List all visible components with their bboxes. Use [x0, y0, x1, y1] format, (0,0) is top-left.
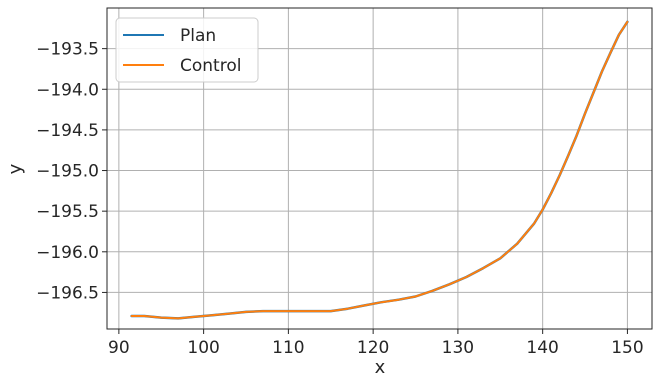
y-tick-label: −194.5 [36, 121, 99, 141]
y-tick-label: −195.0 [36, 162, 99, 182]
legend-label-plan: Plan [180, 26, 216, 46]
y-tick-label: −193.5 [36, 40, 99, 60]
y-tick-label: −195.5 [36, 202, 99, 222]
y-tick-label: −196.5 [36, 283, 99, 303]
x-axis-label: x [375, 357, 386, 377]
x-tick-label: 130 [442, 338, 474, 358]
plot-frame [106, 7, 653, 330]
x-tick-label: 90 [108, 338, 130, 358]
y-tick-label: −196.0 [36, 243, 99, 263]
series-line-control [130, 20, 629, 320]
legend-label-control: Control [180, 56, 241, 76]
x-axis: 90 100 110 120 130 140 150 [108, 329, 644, 358]
x-tick-label: 100 [187, 338, 219, 358]
legend: Plan Control [115, 17, 259, 83]
y-axis-label: y [5, 163, 26, 174]
x-tick-label: 140 [526, 338, 558, 358]
x-tick-label: 150 [611, 338, 643, 358]
series-layer [130, 20, 629, 320]
y-tick-label: −194.0 [36, 80, 99, 100]
x-tick-label: 120 [357, 338, 389, 358]
x-tick-label: 110 [272, 338, 304, 358]
y-axis: −193.5 −194.0 −194.5 −195.0 −195.5 −196.0 −196… [36, 40, 107, 303]
